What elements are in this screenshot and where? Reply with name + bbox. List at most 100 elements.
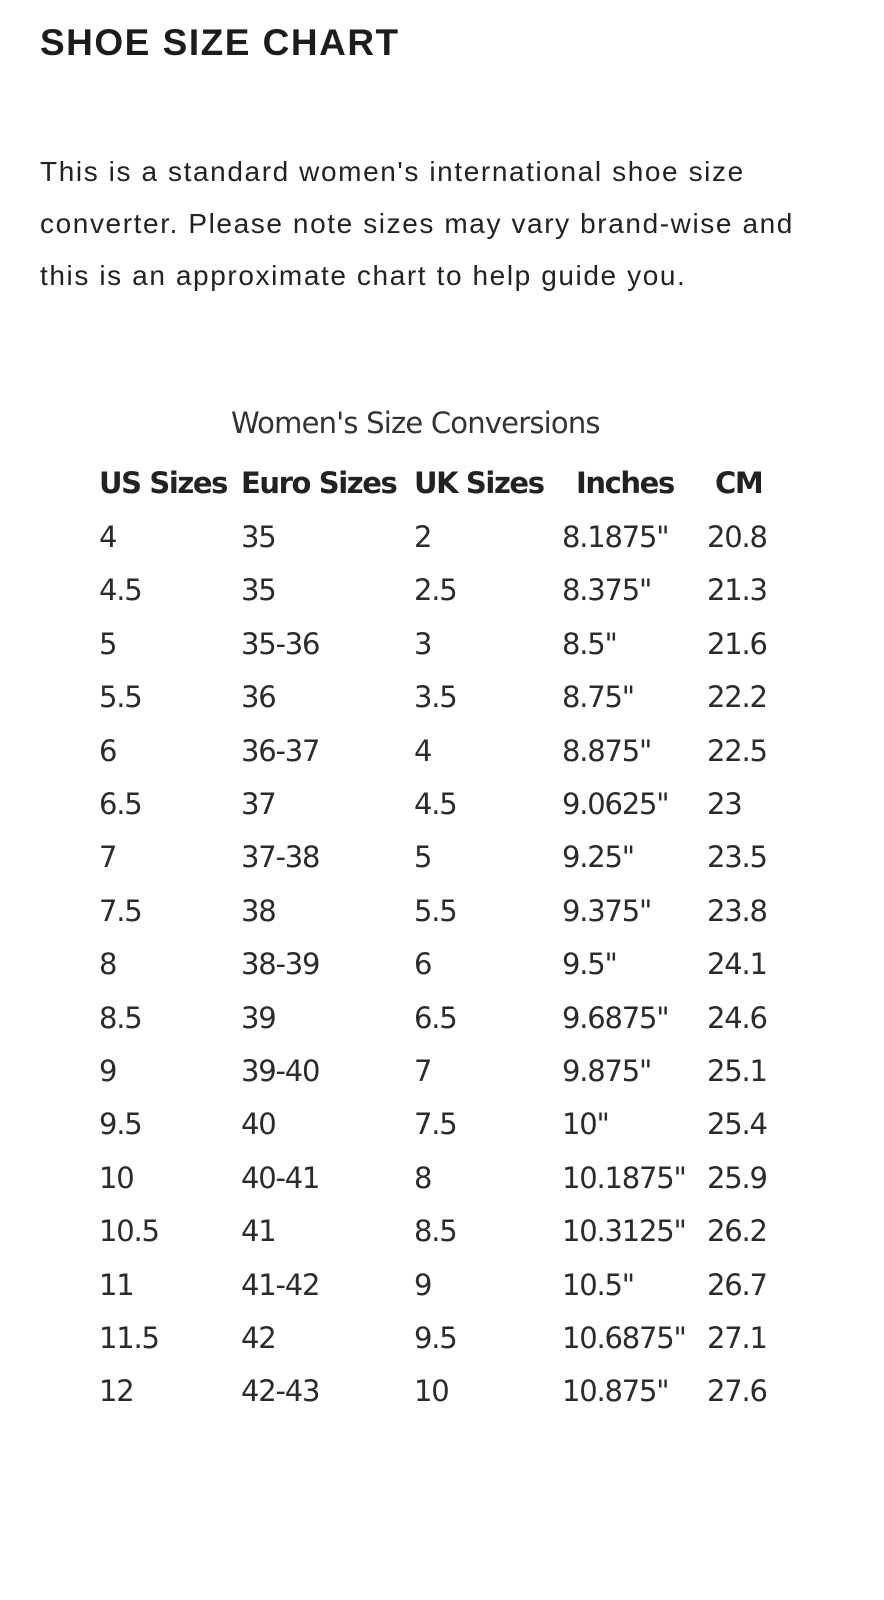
cell-inches: 9.6875" (562, 1000, 670, 1035)
cell-us-size: 8 (99, 947, 117, 982)
cell-us-size: 8.5 (99, 1000, 143, 1035)
cell-us-size: 12 (99, 1374, 135, 1409)
cell-inches: 9.875" (562, 1054, 652, 1088)
chart-caption: Women's Size Conversions (231, 406, 601, 440)
header-cm: CM (715, 466, 764, 500)
cell-inches: 8.5" (562, 626, 618, 661)
table-row: 9.5 40 7.5 10" 25.4 (0, 1097, 884, 1151)
cell-us-size: 11 (99, 1267, 135, 1302)
cell-us-size: 10.5 (99, 1214, 160, 1249)
cell-cm: 25.9 (707, 1160, 768, 1195)
cell-cm: 23.8 (707, 893, 768, 928)
header-uk-sizes: UK Sizes (414, 466, 545, 500)
cell-euro-size: 36 (241, 680, 277, 715)
table-row: 4.5 35 2.5 8.375" 21.3 (0, 563, 884, 617)
table-row: 7 37-38 5 9.25" 23.5 (0, 830, 884, 884)
cell-uk-size: 9 (414, 1267, 432, 1302)
cell-euro-size: 39-40 (241, 1054, 320, 1088)
cell-uk-size: 9.5 (414, 1321, 458, 1355)
intro-paragraph: This is a standard women's international… (40, 156, 794, 291)
cell-euro-size: 41-42 (241, 1267, 320, 1302)
table-row: 6.5 37 4.5 9.0625" 23 (0, 777, 884, 831)
cell-inches: 8.875" (562, 733, 652, 768)
cell-us-size: 9 (99, 1054, 117, 1088)
cell-euro-size: 40-41 (241, 1160, 320, 1195)
cell-us-size: 11.5 (99, 1321, 160, 1355)
table-row: 11.5 42 9.5 10.6875" 27.1 (0, 1311, 884, 1365)
cell-cm: 22.5 (707, 733, 768, 768)
cell-inches: 10.1875" (562, 1160, 687, 1195)
table-row: 9 39-40 7 9.875" 25.1 (0, 1044, 884, 1098)
cell-cm: 25.1 (707, 1054, 768, 1088)
cell-uk-size: 4 (414, 733, 432, 768)
cell-euro-size: 42 (241, 1321, 277, 1355)
cell-euro-size: 36-37 (241, 733, 320, 768)
cell-us-size: 5 (99, 626, 117, 661)
cell-cm: 21.6 (707, 626, 768, 661)
cell-inches: 8.375" (562, 573, 652, 608)
cell-inches: 8.75" (562, 680, 635, 715)
cell-uk-size: 7.5 (414, 1107, 458, 1142)
cell-inches: 9.5" (562, 947, 618, 982)
cell-cm: 27.1 (707, 1321, 768, 1355)
table-row: 7.5 38 5.5 9.375" 23.8 (0, 884, 884, 938)
cell-euro-size: 35-36 (241, 626, 320, 661)
cell-inches: 9.0625" (562, 787, 670, 821)
cell-euro-size: 40 (241, 1107, 277, 1142)
cell-cm: 26.7 (707, 1267, 768, 1302)
cell-uk-size: 5.5 (414, 893, 458, 928)
cell-uk-size: 6 (414, 947, 432, 982)
cell-inches: 10" (562, 1107, 610, 1142)
header-euro-sizes: Euro Sizes (241, 466, 398, 500)
chart-header-row: US Sizes Euro Sizes UK Sizes Inches CM (0, 456, 884, 510)
cell-inches: 10.6875" (562, 1321, 687, 1355)
cell-us-size: 7.5 (99, 893, 143, 928)
header-inches: Inches (576, 466, 675, 500)
cell-us-size: 5.5 (99, 680, 143, 715)
cell-inches: 10.5" (562, 1267, 635, 1302)
cell-us-size: 6.5 (99, 787, 143, 821)
table-row: 8 38-39 6 9.5" 24.1 (0, 937, 884, 991)
cell-inches: 10.3125" (562, 1214, 687, 1249)
table-row: 10 40-41 8 10.1875" 25.9 (0, 1151, 884, 1205)
cell-inches: 8.1875" (562, 520, 670, 554)
cell-uk-size: 2 (414, 520, 432, 554)
cell-cm: 23.5 (707, 840, 768, 875)
table-row: 12 42-43 10 10.875" 27.6 (0, 1364, 884, 1418)
cell-inches: 9.375" (562, 893, 652, 928)
cell-inches: 10.875" (562, 1374, 670, 1409)
cell-uk-size: 7 (414, 1054, 432, 1088)
cell-us-size: 4.5 (99, 573, 143, 608)
cell-uk-size: 8.5 (414, 1214, 458, 1249)
cell-us-size: 6 (99, 733, 117, 768)
table-row: 6 36-37 4 8.875" 22.5 (0, 724, 884, 778)
cell-euro-size: 38 (241, 893, 277, 928)
cell-euro-size: 41 (241, 1214, 277, 1249)
cell-euro-size: 35 (241, 520, 277, 554)
cell-cm: 25.4 (707, 1107, 768, 1142)
cell-cm: 20.8 (707, 520, 768, 554)
cell-euro-size: 42-43 (241, 1374, 320, 1409)
cell-uk-size: 3.5 (414, 680, 458, 715)
cell-uk-size: 6.5 (414, 1000, 458, 1035)
cell-uk-size: 5 (414, 840, 432, 875)
table-row: 10.5 41 8.5 10.3125" 26.2 (0, 1204, 884, 1258)
cell-euro-size: 39 (241, 1000, 277, 1035)
cell-cm: 26.2 (707, 1214, 768, 1249)
table-row: 11 41-42 9 10.5" 26.7 (0, 1258, 884, 1312)
cell-us-size: 4 (99, 520, 117, 554)
table-row: 4 35 2 8.1875" 20.8 (0, 510, 884, 564)
cell-uk-size: 4.5 (414, 787, 458, 821)
cell-uk-size: 10 (414, 1374, 450, 1409)
cell-us-size: 10 (99, 1160, 135, 1195)
cell-cm: 24.6 (707, 1000, 768, 1035)
cell-euro-size: 38-39 (241, 947, 320, 982)
cell-uk-size: 2.5 (414, 573, 458, 608)
cell-cm: 21.3 (707, 573, 768, 608)
cell-euro-size: 35 (241, 573, 277, 608)
cell-inches: 9.25" (562, 840, 635, 875)
cell-euro-size: 37 (241, 787, 277, 821)
cell-us-size: 9.5 (99, 1107, 143, 1142)
table-row: 5.5 36 3.5 8.75" 22.2 (0, 670, 884, 724)
page-title: SHOE SIZE CHART (40, 22, 400, 63)
